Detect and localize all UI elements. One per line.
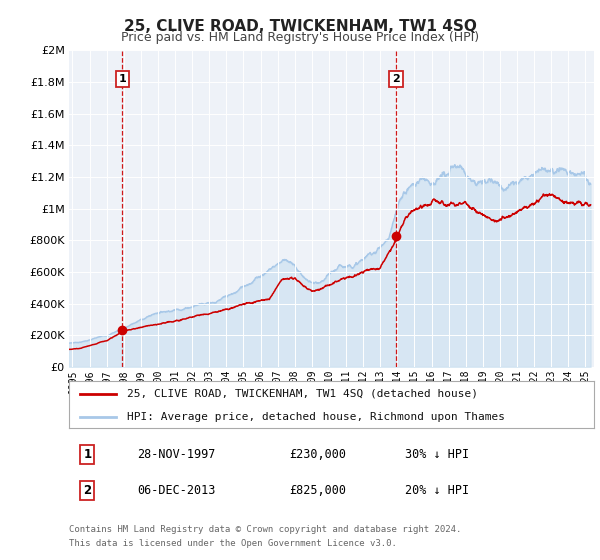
Text: Contains HM Land Registry data © Crown copyright and database right 2024.: Contains HM Land Registry data © Crown c… — [69, 525, 461, 534]
Text: 1: 1 — [83, 447, 91, 461]
Text: 2: 2 — [83, 484, 91, 497]
Text: 28-NOV-1997: 28-NOV-1997 — [137, 447, 215, 461]
Text: £230,000: £230,000 — [290, 447, 347, 461]
Text: 1: 1 — [118, 74, 126, 84]
Text: Price paid vs. HM Land Registry's House Price Index (HPI): Price paid vs. HM Land Registry's House … — [121, 31, 479, 44]
Text: 25, CLIVE ROAD, TWICKENHAM, TW1 4SQ: 25, CLIVE ROAD, TWICKENHAM, TW1 4SQ — [124, 19, 476, 34]
Text: 20% ↓ HPI: 20% ↓ HPI — [405, 484, 469, 497]
Text: HPI: Average price, detached house, Richmond upon Thames: HPI: Average price, detached house, Rich… — [127, 412, 505, 422]
Text: 06-DEC-2013: 06-DEC-2013 — [137, 484, 215, 497]
Text: 25, CLIVE ROAD, TWICKENHAM, TW1 4SQ (detached house): 25, CLIVE ROAD, TWICKENHAM, TW1 4SQ (det… — [127, 389, 478, 399]
Text: 2: 2 — [392, 74, 400, 84]
Text: 30% ↓ HPI: 30% ↓ HPI — [405, 447, 469, 461]
Text: This data is licensed under the Open Government Licence v3.0.: This data is licensed under the Open Gov… — [69, 539, 397, 548]
Text: £825,000: £825,000 — [290, 484, 347, 497]
